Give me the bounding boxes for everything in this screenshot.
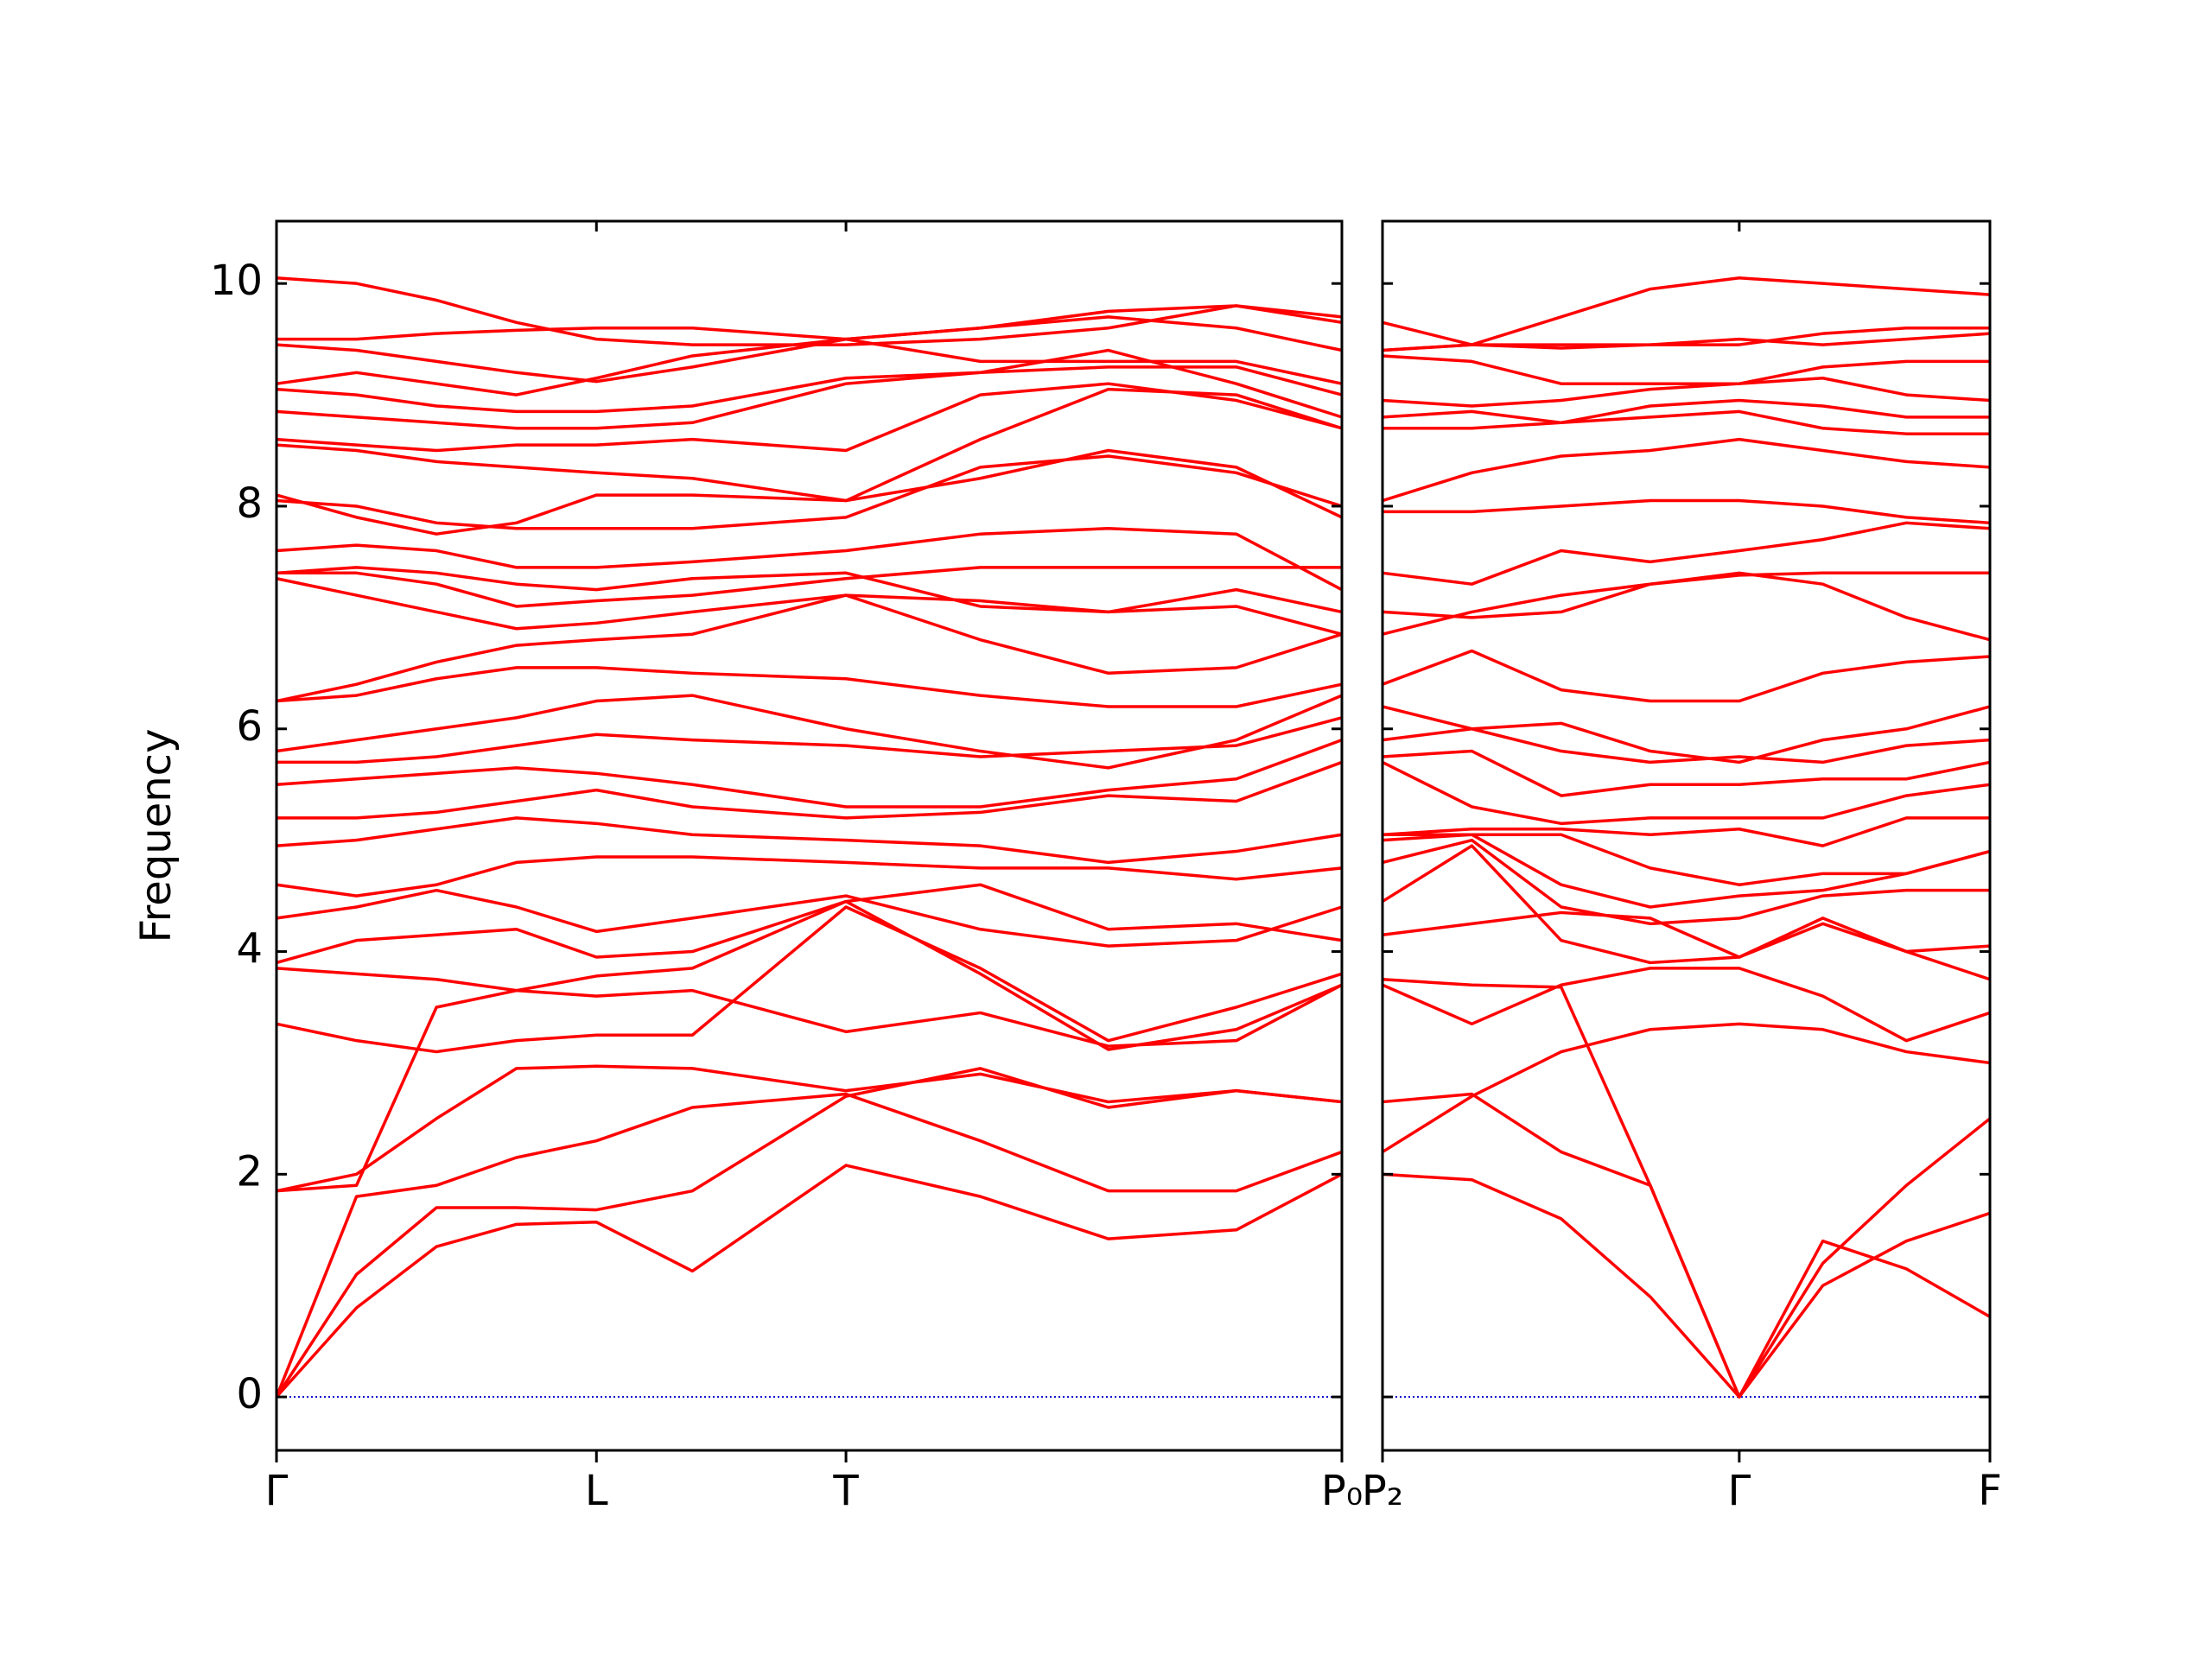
y-tick-label: 6 [236, 702, 263, 751]
band-line [276, 454, 1343, 530]
band-line [1382, 833, 1991, 886]
band-line [1382, 978, 1992, 1399]
band-line [1382, 760, 1991, 826]
band-line [1382, 409, 1990, 435]
band-line [276, 566, 1343, 614]
band-line [276, 593, 1343, 703]
x-tick-label: F [1978, 1467, 2002, 1515]
band-line [276, 716, 1343, 764]
band-line [1382, 571, 1990, 619]
band-line [276, 337, 1343, 396]
band-line [1382, 816, 1990, 847]
y-tick-label: 2 [236, 1147, 263, 1196]
band-line [276, 448, 1343, 536]
band-line [276, 739, 1343, 809]
band-line [276, 382, 1343, 453]
band-line [276, 1064, 1343, 1193]
band-line [275, 1067, 1343, 1399]
band-line [276, 983, 1343, 1193]
band-line [1382, 326, 1990, 352]
band-line [1382, 354, 1990, 385]
band-line [276, 365, 1343, 414]
band-line [1382, 749, 1991, 797]
band-line [275, 1164, 1343, 1399]
y-tick-label: 0 [236, 1370, 263, 1418]
band-line [1382, 398, 1990, 425]
band-line [276, 315, 1343, 384]
x-tick-label: P₀ [1321, 1467, 1363, 1515]
band-line [1382, 844, 1991, 965]
band-line [276, 304, 1343, 341]
band-line [275, 1092, 1343, 1398]
band-line [276, 905, 1343, 1054]
band-line [276, 855, 1343, 898]
band-line [1382, 376, 1991, 408]
x-tick-label: Γ [265, 1467, 289, 1515]
band-line [1382, 838, 1990, 926]
band-line [1382, 1022, 1991, 1154]
band-line [276, 566, 1342, 608]
band-line [276, 694, 1343, 770]
band-line [276, 666, 1343, 708]
band-line [276, 276, 1343, 346]
band-line [276, 888, 1343, 948]
y-tick-label: 10 [210, 257, 263, 305]
plot-frame [275, 219, 1344, 1452]
band-line [276, 527, 1343, 592]
band-line [276, 577, 1343, 676]
band-line [1382, 727, 1991, 764]
band-line [276, 387, 1343, 503]
y-axis-label: Frequency [132, 729, 181, 943]
band-line [1382, 649, 1991, 703]
band-line [1382, 521, 1991, 586]
x-tick-label: L [585, 1467, 608, 1515]
band-line [1382, 705, 1991, 764]
x-tick-label: Γ [1727, 1467, 1751, 1515]
x-tick-label: P₂ [1362, 1467, 1403, 1515]
x-tick-label: T [832, 1467, 859, 1515]
band-line [1382, 833, 1991, 909]
band-line [1382, 498, 1991, 525]
band-line [1382, 276, 1991, 346]
band-line [276, 760, 1343, 820]
band-line [1382, 332, 1991, 352]
band-line [1382, 967, 1991, 1043]
band-line [1382, 437, 1991, 503]
plot-frame [1381, 219, 1992, 1452]
band-line [276, 816, 1343, 865]
y-tick-label: 4 [236, 925, 263, 974]
band-line [276, 883, 1343, 965]
y-tick-label: 8 [236, 479, 263, 528]
band-line [276, 899, 1343, 1051]
band-line [1382, 1172, 1991, 1399]
